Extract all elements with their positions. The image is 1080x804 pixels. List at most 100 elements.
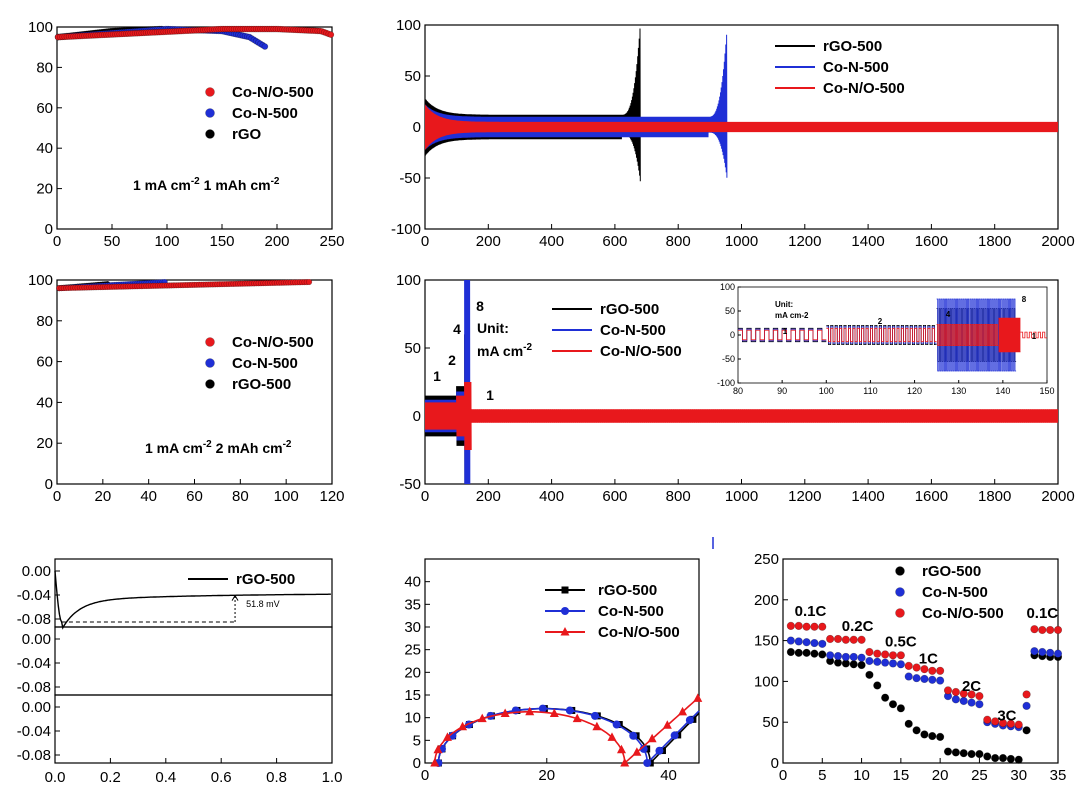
panel4-x-tick-label: 1200 <box>788 488 821 505</box>
panel4-x-tick-label: 1000 <box>725 488 758 505</box>
panel6-y-tick-label: 20 <box>404 664 421 681</box>
panel4-inset-conO-1b <box>1020 331 1047 339</box>
panel3-legend-rgo-label: rGO-500 <box>232 376 291 393</box>
panel7-point <box>983 752 992 761</box>
panel7-legend-rgo-marker <box>895 566 905 576</box>
panel3-x-tick-label: 100 <box>274 488 299 505</box>
panel6-y-tick-label: 10 <box>404 710 421 727</box>
panel6-marker-triangle <box>572 713 582 723</box>
panel4-inset-plot-area <box>738 298 1047 372</box>
panel5-subplot-1-frame <box>54 558 333 628</box>
panel7-point <box>841 635 850 644</box>
panel1-y-tick-label: 80 <box>36 59 53 76</box>
panel2-x-tick-label: 1200 <box>788 233 821 250</box>
panel7-point <box>975 691 984 701</box>
panel4-x-tick-label: 600 <box>602 488 627 505</box>
panel6-marker-circle <box>591 711 600 720</box>
panel7-point <box>936 676 945 685</box>
panel5-series-rgo <box>54 570 331 630</box>
panel6-y-tick-label: 25 <box>404 642 421 659</box>
panel4-rate-label: 1 <box>433 368 441 384</box>
panel2-x-tick-label: 800 <box>666 233 691 250</box>
panel3-y-tick-label: 40 <box>36 394 53 411</box>
panel7-point <box>786 647 795 657</box>
panel1-y-tick-label: 60 <box>36 100 53 117</box>
panel6-marker-triangle <box>632 747 642 756</box>
panel5-y-tick-label: 0.00 <box>22 631 51 648</box>
panel7-point <box>975 700 984 709</box>
panel7-point <box>865 656 874 666</box>
panel7-point <box>802 638 811 647</box>
panel6-marker-circle <box>448 731 457 740</box>
panel7-point <box>794 648 803 657</box>
panel7-legend-coN-marker <box>895 587 905 597</box>
panel4-series-conO-step1b <box>470 409 1058 423</box>
panel4-inset-y-tick-label: 0 <box>730 330 735 340</box>
panel1-x-tick-label: 150 <box>209 233 234 250</box>
panel2-x-tick-label: 0 <box>421 233 429 250</box>
panel5-legend-rgo-label: rGO-500 <box>236 571 295 588</box>
panel7-point <box>967 749 976 759</box>
panel2-series-conO <box>425 104 1058 150</box>
panel7-point <box>959 689 968 698</box>
panel6-marker-triangle <box>678 706 688 716</box>
panel7-rate-label: 0.1C <box>1026 605 1058 622</box>
panel7-point <box>975 749 984 759</box>
panel7-point <box>873 657 882 666</box>
panel7-y-tick-label: 150 <box>754 633 779 650</box>
panel3-x-tick-label: 80 <box>232 488 249 505</box>
panel5-subplot-3-frame <box>54 694 333 764</box>
panel7-point <box>833 652 843 661</box>
panel7-point <box>959 696 968 706</box>
panel7-point <box>998 718 1008 728</box>
panel1-x-tick-label: 50 <box>104 233 121 250</box>
panel6-marker-circle <box>655 746 664 755</box>
panel2-x-tick-label: 400 <box>539 233 564 250</box>
panel7-x-tick-label: 35 <box>1050 767 1067 784</box>
panel3-condition: 1 mA cm-2 2 mAh cm-2 <box>145 439 292 456</box>
panel4-inset-conO-1 <box>738 329 827 341</box>
panel4-unit-value: mA cm-2 <box>477 342 533 359</box>
panel4-inset-x-tick-label: 120 <box>907 386 922 396</box>
panel7-point <box>881 658 890 667</box>
panel7-point <box>888 700 898 709</box>
panel7-point <box>912 674 921 683</box>
panel7-point <box>1038 625 1047 635</box>
panel7-legend-coN-label: Co-N-500 <box>922 584 988 601</box>
panel4-inset-x-tick-label: 80 <box>733 386 743 396</box>
panel1-x-tick-label: 100 <box>154 233 179 250</box>
panel7-point <box>1014 755 1023 764</box>
panel7-x-tick-label: 30 <box>1010 767 1027 784</box>
panel7-point <box>959 749 968 758</box>
panel4-inset-rate-label: 2 <box>878 317 883 326</box>
panel7-point <box>857 660 866 670</box>
panel6-marker-triangle <box>477 713 487 723</box>
panel4-y-tick-label: 0 <box>413 408 421 425</box>
panel4-inset-x-tick-label: 150 <box>1039 386 1054 396</box>
panel1-condition: 1 mA cm-2 1 mAh cm-2 <box>133 176 280 193</box>
panel4-inset-y-tick-label: 50 <box>725 306 735 316</box>
panel2-plot-area <box>425 28 1058 182</box>
panel6-marker-circle <box>643 759 652 767</box>
panel7-point <box>794 621 803 631</box>
panel7-point <box>873 681 882 690</box>
panel7-x-tick-label: 0 <box>779 767 787 784</box>
panel7-point <box>1022 701 1031 710</box>
panel2-x-tick-label: 1000 <box>725 233 758 250</box>
panel7-rate-label: 1C <box>919 650 938 667</box>
panel7-point <box>928 731 937 741</box>
panel1-y-tick-label: 0 <box>45 221 53 238</box>
panel2-x-tick-label: 2000 <box>1041 233 1074 250</box>
panel7-x-tick-label: 5 <box>818 767 826 784</box>
panel7-x-tick-label: 20 <box>932 767 949 784</box>
panel6-marker-triangle <box>458 721 468 731</box>
panel4-inset-conO-8 <box>998 317 1021 353</box>
panel6-y-tick-label: 30 <box>404 619 421 636</box>
panel7-point <box>912 726 921 735</box>
panel1-y-tick-label: 40 <box>36 140 53 157</box>
panel7-point <box>998 754 1008 763</box>
panel7-rate-label: 2C <box>962 678 981 695</box>
panel4-inset-x-tick-label: 140 <box>995 386 1010 396</box>
panel4-inset-x-tick-label: 100 <box>819 386 834 396</box>
panel4-inset-y-tick-label: 100 <box>720 282 735 292</box>
